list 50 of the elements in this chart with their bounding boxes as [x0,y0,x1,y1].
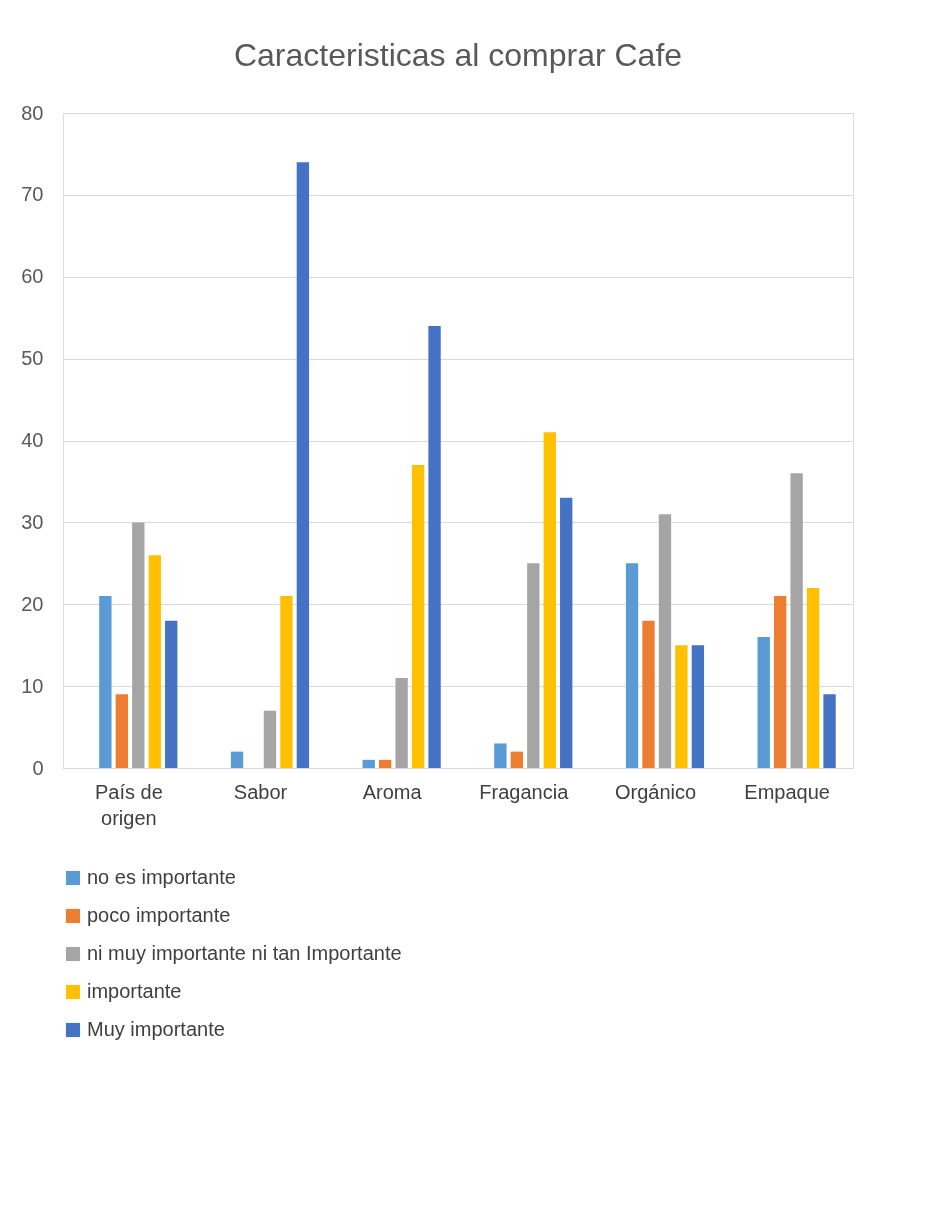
bar [362,759,375,768]
legend-label: poco importante [87,904,231,926]
bar [823,694,836,768]
bar [527,563,540,768]
y-tick-label: 20 [21,592,44,615]
y-tick-label: 0 [32,756,44,779]
bar [790,473,803,768]
bar [395,677,408,768]
x-tick-label: Empaque [744,780,830,803]
bar [658,514,672,768]
bar [560,497,573,768]
bar [625,563,639,768]
x-tick-label: Sabor [233,780,288,803]
bar [642,620,655,768]
bar [675,645,688,768]
bar [132,522,145,768]
bar [148,555,161,768]
bar [543,432,556,768]
y-tick-label: 50 [21,347,44,370]
x-tick-label: Orgánico [614,780,697,803]
bar [263,710,277,768]
x-tick-label: País de origen [94,780,163,829]
bar [428,325,441,768]
x-tick-label: Aroma [362,780,423,803]
bar [757,637,770,768]
chart-title: Caracteristicas al comprar Cafe [233,37,683,73]
bar [774,596,787,768]
bar [115,694,129,768]
bar [379,759,392,768]
bar [806,587,820,768]
y-tick-label: 40 [21,429,44,451]
bar [691,645,705,768]
legend-label: no es importante [87,866,236,888]
bar [494,743,507,768]
y-tick-label: 80 [21,101,44,124]
bar [99,596,112,768]
bar [296,162,310,768]
legend-label: importante [87,980,182,1002]
bar [165,620,178,768]
y-tick-label: 30 [21,510,44,533]
y-tick-label: 70 [21,183,44,206]
y-tick-label: 60 [21,265,44,288]
bar [230,751,244,768]
bar [510,751,524,768]
legend-label: Muy importante [87,1018,225,1040]
legend-label: ni muy importante ni tan Importante [87,942,402,964]
bar [411,465,425,768]
bar [280,596,293,768]
y-tick-label: 10 [21,674,44,697]
x-tick-label: Fragancia [479,780,570,803]
